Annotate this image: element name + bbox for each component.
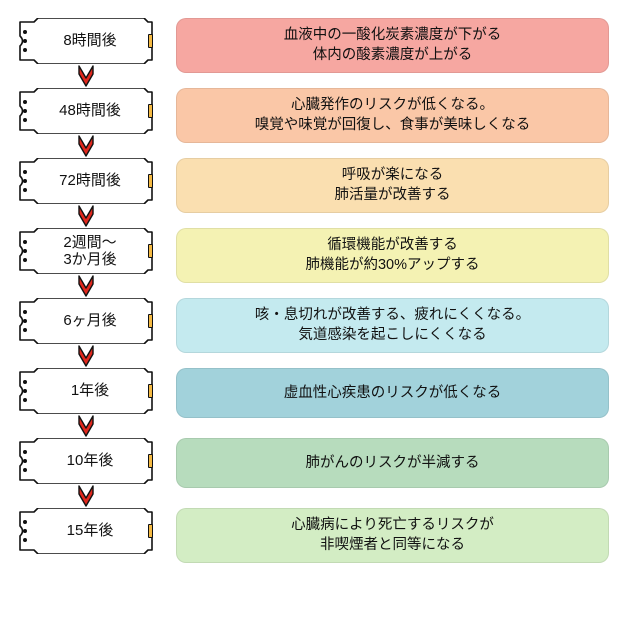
time-label: 1年後 bbox=[71, 382, 109, 399]
effect-text: 血液中の一酸化炭素濃度が下がる 体内の酸素濃度が上がる bbox=[284, 25, 502, 66]
timeline-left: 48時間後 bbox=[16, 88, 156, 158]
down-arrow-icon bbox=[75, 204, 97, 228]
ticket-perforation bbox=[23, 450, 27, 472]
time-label: 2週間～ 3か月後 bbox=[63, 234, 116, 269]
timeline: 8時間後 血液中の一酸化炭素濃度が下がる 体内の酸素濃度が上がる 48時間後 心… bbox=[16, 18, 609, 573]
effect-card: 血液中の一酸化炭素濃度が下がる 体内の酸素濃度が上がる bbox=[176, 18, 609, 73]
ticket-perforation bbox=[23, 170, 27, 192]
timeline-row: 2週間～ 3か月後 循環機能が改善する 肺機能が約30%アップする bbox=[16, 228, 609, 298]
time-ticket: 10年後 bbox=[16, 438, 156, 484]
ticket-stub bbox=[148, 384, 153, 398]
time-ticket: 2週間～ 3か月後 bbox=[16, 228, 156, 274]
timeline-row: 72時間後 呼吸が楽になる 肺活量が改善する bbox=[16, 158, 609, 228]
effect-text: 呼吸が楽になる 肺活量が改善する bbox=[335, 165, 451, 206]
time-ticket: 6ヶ月後 bbox=[16, 298, 156, 344]
ticket-perforation bbox=[23, 380, 27, 402]
effect-card: 呼吸が楽になる 肺活量が改善する bbox=[176, 158, 609, 213]
time-ticket: 72時間後 bbox=[16, 158, 156, 204]
timeline-left: 72時間後 bbox=[16, 158, 156, 228]
time-label: 15年後 bbox=[67, 522, 114, 539]
effect-card: 咳・息切れが改善する、疲れにくくなる。 気道感染を起こしにくくなる bbox=[176, 298, 609, 353]
effect-text: 咳・息切れが改善する、疲れにくくなる。 気道感染を起こしにくくなる bbox=[255, 305, 530, 346]
time-label: 8時間後 bbox=[63, 32, 116, 49]
effect-card: 循環機能が改善する 肺機能が約30%アップする bbox=[176, 228, 609, 283]
timeline-row: 48時間後 心臓発作のリスクが低くなる。 嗅覚や味覚が回復し、食事が美味しくなる bbox=[16, 88, 609, 158]
down-arrow-icon bbox=[75, 344, 97, 368]
ticket-stub bbox=[148, 524, 153, 538]
effect-text: 肺がんのリスクが半減する bbox=[306, 453, 480, 473]
timeline-left: 15年後 bbox=[16, 508, 156, 554]
timeline-row: 1年後 虚血性心疾患のリスクが低くなる bbox=[16, 368, 609, 438]
effect-card: 肺がんのリスクが半減する bbox=[176, 438, 609, 488]
timeline-left: 8時間後 bbox=[16, 18, 156, 88]
timeline-left: 2週間～ 3か月後 bbox=[16, 228, 156, 298]
time-ticket: 8時間後 bbox=[16, 18, 156, 64]
ticket-stub bbox=[148, 244, 153, 258]
timeline-left: 6ヶ月後 bbox=[16, 298, 156, 368]
ticket-perforation bbox=[23, 520, 27, 542]
timeline-left: 10年後 bbox=[16, 438, 156, 508]
effect-text: 心臓病により死亡するリスクが 非喫煙者と同等になる bbox=[291, 515, 494, 556]
down-arrow-icon bbox=[75, 134, 97, 158]
effect-card: 虚血性心疾患のリスクが低くなる bbox=[176, 368, 609, 418]
time-ticket: 48時間後 bbox=[16, 88, 156, 134]
effect-text: 虚血性心疾患のリスクが低くなる bbox=[284, 383, 502, 403]
time-ticket: 1年後 bbox=[16, 368, 156, 414]
ticket-perforation bbox=[23, 30, 27, 52]
timeline-row: 15年後 心臓病により死亡するリスクが 非喫煙者と同等になる bbox=[16, 508, 609, 573]
timeline-row: 8時間後 血液中の一酸化炭素濃度が下がる 体内の酸素濃度が上がる bbox=[16, 18, 609, 88]
down-arrow-icon bbox=[75, 274, 97, 298]
timeline-row: 6ヶ月後 咳・息切れが改善する、疲れにくくなる。 気道感染を起こしにくくなる bbox=[16, 298, 609, 368]
timeline-row: 10年後 肺がんのリスクが半減する bbox=[16, 438, 609, 508]
timeline-left: 1年後 bbox=[16, 368, 156, 438]
effect-card: 心臓病により死亡するリスクが 非喫煙者と同等になる bbox=[176, 508, 609, 563]
ticket-perforation bbox=[23, 100, 27, 122]
time-label: 72時間後 bbox=[59, 172, 121, 189]
down-arrow-icon bbox=[75, 484, 97, 508]
effect-text: 循環機能が改善する 肺機能が約30%アップする bbox=[305, 235, 479, 276]
time-label: 6ヶ月後 bbox=[63, 312, 116, 329]
ticket-stub bbox=[148, 34, 153, 48]
ticket-stub bbox=[148, 314, 153, 328]
ticket-perforation bbox=[23, 310, 27, 332]
ticket-stub bbox=[148, 104, 153, 118]
down-arrow-icon bbox=[75, 64, 97, 88]
time-label: 48時間後 bbox=[59, 102, 121, 119]
effect-text: 心臓発作のリスクが低くなる。 嗅覚や味覚が回復し、食事が美味しくなる bbox=[255, 95, 531, 136]
down-arrow-icon bbox=[75, 414, 97, 438]
ticket-stub bbox=[148, 174, 153, 188]
time-ticket: 15年後 bbox=[16, 508, 156, 554]
ticket-perforation bbox=[23, 240, 27, 262]
time-label: 10年後 bbox=[67, 452, 114, 469]
effect-card: 心臓発作のリスクが低くなる。 嗅覚や味覚が回復し、食事が美味しくなる bbox=[176, 88, 609, 143]
ticket-stub bbox=[148, 454, 153, 468]
